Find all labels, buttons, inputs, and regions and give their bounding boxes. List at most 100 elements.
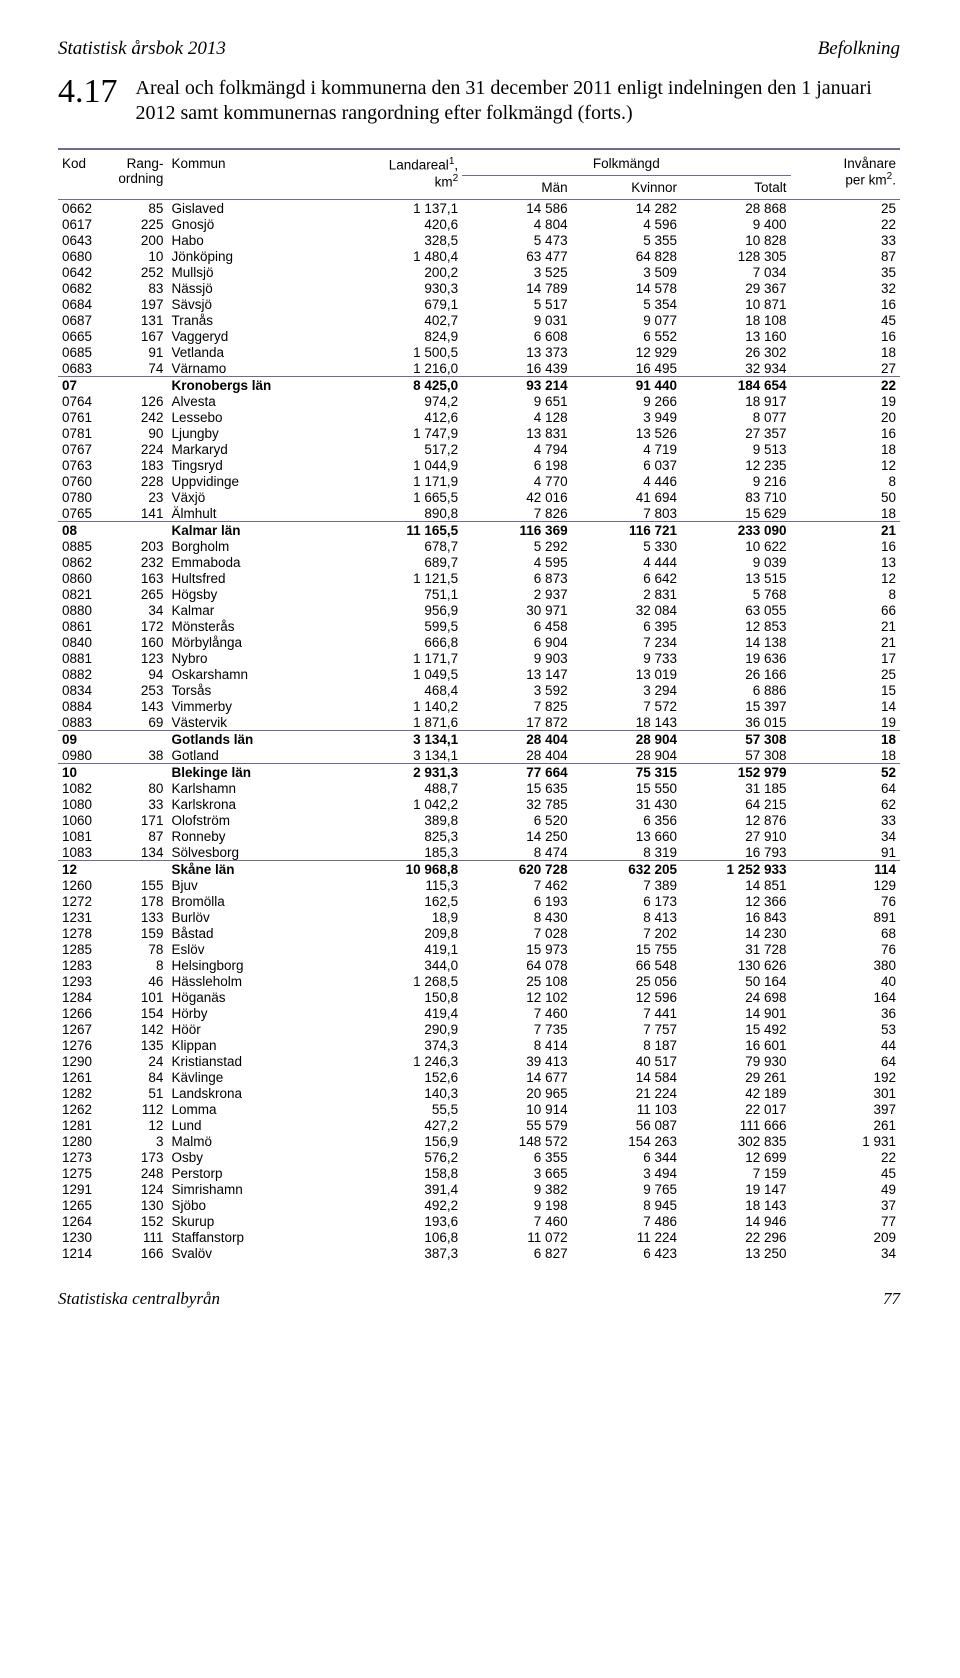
table-cell: 11 165,5 (353, 522, 462, 539)
table-cell: 2 937 (462, 586, 571, 602)
table-cell: Mullsjö (167, 264, 352, 280)
table-cell: 391,4 (353, 1181, 462, 1197)
table-cell: 9 651 (462, 393, 571, 409)
table-cell: Emmaboda (167, 554, 352, 570)
table-cell: 0882 (58, 666, 109, 682)
table-cell: 12 853 (681, 618, 790, 634)
table-row: 0885203Borgholm678,75 2925 33010 62216 (58, 538, 900, 554)
table-cell: 6 356 (572, 812, 681, 828)
table-cell: 8 414 (462, 1037, 571, 1053)
table-cell: 26 302 (681, 344, 790, 360)
table-cell: 19 (791, 714, 901, 731)
table-row: 129024Kristianstad1 246,339 41340 51779 … (58, 1053, 900, 1069)
table-cell: 45 (791, 312, 901, 328)
table-cell: 08 (58, 522, 109, 539)
table-cell: 1293 (58, 973, 109, 989)
table-cell: Kalmar län (167, 522, 352, 539)
table-cell: 51 (109, 1085, 168, 1101)
table-row: 12Skåne län10 968,8620 728632 2051 252 9… (58, 861, 900, 878)
table-cell: Ljungby (167, 425, 352, 441)
table-cell: 265 (109, 586, 168, 602)
table-cell: 46 (109, 973, 168, 989)
table-row: 128112Lund427,255 57956 087111 666261 (58, 1117, 900, 1133)
table-cell: 0683 (58, 360, 109, 377)
table-cell: 77 (791, 1213, 901, 1229)
table-cell: Kalmar (167, 602, 352, 618)
table-cell: 228 (109, 473, 168, 489)
table-cell: Västervik (167, 714, 352, 731)
table-cell: 14 901 (681, 1005, 790, 1021)
table-row: 098038Gotland3 134,128 40428 90457 30818 (58, 747, 900, 764)
table-cell: 8 077 (681, 409, 790, 425)
table-cell: 164 (791, 989, 901, 1005)
table-cell: 76 (791, 893, 901, 909)
table-cell: 824,9 (353, 328, 462, 344)
table-cell: 4 794 (462, 441, 571, 457)
table-cell: 1081 (58, 828, 109, 844)
table-cell: 91 440 (572, 377, 681, 394)
table-cell: 33 (791, 232, 901, 248)
table-cell: 16 (791, 296, 901, 312)
table-cell: 930,3 (353, 280, 462, 296)
table-cell: 39 413 (462, 1053, 571, 1069)
table-cell: Gnosjö (167, 216, 352, 232)
table-cell: 07 (58, 377, 109, 394)
table-cell: 1 480,4 (353, 248, 462, 264)
table-cell: 751,1 (353, 586, 462, 602)
table-row: 0617225Gnosjö420,64 8044 5969 40022 (58, 216, 900, 232)
table-cell: 66 (791, 602, 901, 618)
table-cell: 130 626 (681, 957, 790, 973)
page: Statistisk årsbok 2013 Befolkning 4.17 A… (0, 0, 960, 1339)
table-cell: 0760 (58, 473, 109, 489)
table-cell: Höör (167, 1021, 352, 1037)
table-cell: 1 871,6 (353, 714, 462, 731)
table-cell: Ronneby (167, 828, 352, 844)
table-cell: 9 765 (572, 1181, 681, 1197)
table-cell: 8 430 (462, 909, 571, 925)
table-row: 088294Oskarshamn1 049,513 14713 01926 16… (58, 666, 900, 682)
table-cell: 134 (109, 844, 168, 861)
table-cell: 55,5 (353, 1101, 462, 1117)
table-cell: 12 366 (681, 893, 790, 909)
table-cell: 4 595 (462, 554, 571, 570)
table-cell: 261 (791, 1117, 901, 1133)
table-cell: 0883 (58, 714, 109, 731)
table-cell: 242 (109, 409, 168, 425)
table-cell: 13 526 (572, 425, 681, 441)
th-kod: Kod (58, 150, 109, 200)
table-cell: 28 868 (681, 200, 790, 217)
table-cell: 10 622 (681, 538, 790, 554)
table-row: 078190Ljungby1 747,913 83113 52627 35716 (58, 425, 900, 441)
table-row: 07Kronobergs län8 425,093 21491 440184 6… (58, 377, 900, 394)
table-cell: Hörby (167, 1005, 352, 1021)
table-cell: 155 (109, 877, 168, 893)
table-cell: 7 460 (462, 1213, 571, 1229)
table-cell: 57 308 (681, 731, 790, 748)
table-cell: Habo (167, 232, 352, 248)
table-cell: 14 282 (572, 200, 681, 217)
table-cell: 15 973 (462, 941, 571, 957)
table-cell: 38 (109, 747, 168, 764)
table-cell: 1280 (58, 1133, 109, 1149)
table-cell: 3 134,1 (353, 747, 462, 764)
table-cell: 129 (791, 877, 901, 893)
table-cell: 13 831 (462, 425, 571, 441)
table-cell: 1 171,9 (353, 473, 462, 489)
table-cell: 128 305 (681, 248, 790, 264)
table-cell: 678,7 (353, 538, 462, 554)
table-cell: 3 (109, 1133, 168, 1149)
table-cell: Tranås (167, 312, 352, 328)
table-cell: 7 460 (462, 1005, 571, 1021)
table-cell: 8 474 (462, 844, 571, 861)
section-number: 4.17 (58, 74, 118, 126)
table-cell: 200 (109, 232, 168, 248)
population-table: Kod Rang- ordning Kommun Landareal1, km2… (58, 150, 900, 1261)
table-cell: 7 757 (572, 1021, 681, 1037)
table-cell: 15 492 (681, 1021, 790, 1037)
table-cell: Karlshamn (167, 780, 352, 796)
table-cell: 488,7 (353, 780, 462, 796)
table-cell: 40 517 (572, 1053, 681, 1069)
table-cell: 492,2 (353, 1197, 462, 1213)
table-cell: 154 263 (572, 1133, 681, 1149)
table-row: 0881123Nybro1 171,79 9039 73319 63617 (58, 650, 900, 666)
